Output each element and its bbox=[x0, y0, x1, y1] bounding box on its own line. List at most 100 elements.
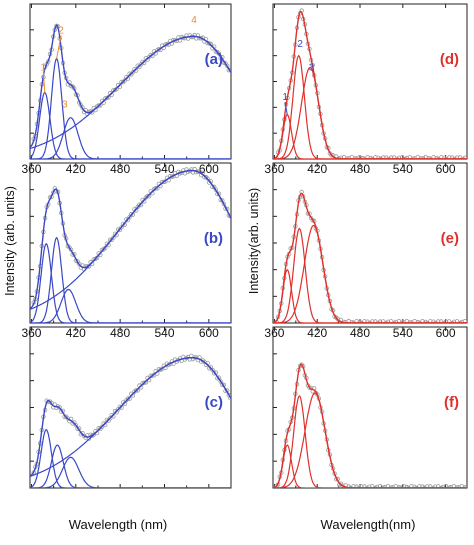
fit-sum-curve bbox=[30, 169, 231, 310]
data-point bbox=[421, 486, 427, 488]
data-point bbox=[440, 321, 446, 323]
data-point bbox=[221, 201, 227, 207]
x-tick-label: 480 bbox=[350, 326, 370, 340]
peak-arrow bbox=[42, 72, 46, 93]
x-tick-label: 480 bbox=[350, 162, 370, 176]
component-curve-4 bbox=[30, 357, 231, 477]
panel-label: (c) bbox=[205, 394, 223, 411]
panel-label: (a) bbox=[205, 51, 223, 68]
right-y-axis-label: Intensity(arb. units) bbox=[247, 188, 261, 294]
data-point bbox=[414, 486, 419, 488]
data-point bbox=[370, 319, 375, 323]
x-tick-label: 360 bbox=[264, 162, 284, 176]
plot-frame bbox=[272, 3, 468, 160]
data-point bbox=[362, 484, 367, 488]
data-point bbox=[338, 155, 344, 159]
component-curve-1 bbox=[273, 113, 467, 159]
panel-label: (b) bbox=[204, 230, 223, 247]
component-curve-4 bbox=[30, 35, 231, 150]
data-point bbox=[99, 424, 105, 430]
data-point bbox=[374, 321, 380, 323]
x-tick-label: 540 bbox=[154, 326, 174, 340]
data-point bbox=[307, 385, 312, 390]
data-point bbox=[447, 155, 452, 159]
data-point bbox=[411, 487, 415, 488]
data-point bbox=[366, 321, 372, 323]
curves bbox=[30, 166, 231, 323]
data-point bbox=[383, 158, 387, 159]
x-tick-label: 600 bbox=[199, 162, 219, 176]
data-point bbox=[329, 153, 334, 158]
data-point bbox=[145, 193, 150, 199]
component-curve-2 bbox=[30, 57, 231, 159]
component-curve-3 bbox=[30, 288, 231, 323]
x-tick-label: 360 bbox=[21, 326, 41, 340]
data-point bbox=[462, 319, 467, 323]
data-point bbox=[385, 157, 391, 159]
component-curve-2 bbox=[30, 444, 231, 488]
data-point bbox=[388, 322, 391, 323]
data-point bbox=[451, 157, 457, 159]
data-point bbox=[153, 186, 158, 191]
peak-label-3: 3 bbox=[62, 99, 68, 110]
data-point bbox=[381, 319, 386, 323]
panel-label: (d) bbox=[440, 51, 459, 68]
fit-sum-curve bbox=[30, 357, 231, 477]
panel-label: (e) bbox=[441, 230, 459, 247]
curves bbox=[273, 362, 467, 488]
data-point bbox=[415, 319, 420, 323]
peak-label-1: 1 bbox=[282, 92, 288, 103]
right-x-axis-label: Wavelength(nm) bbox=[321, 517, 416, 532]
component-curve-1 bbox=[30, 428, 231, 488]
panel-a: 360 420 480 540 600 (a) 1 2 3 4 bbox=[21, 3, 232, 176]
left-y-axis-label: Intensity (arb. units) bbox=[3, 186, 17, 296]
data-point bbox=[369, 487, 372, 488]
data-point bbox=[425, 484, 430, 488]
peak-arrow bbox=[56, 35, 62, 59]
data-point bbox=[443, 157, 449, 159]
data-point bbox=[458, 155, 463, 159]
x-tick-label: 480 bbox=[110, 162, 130, 176]
peak-label-2: 2 bbox=[297, 39, 303, 50]
data-point bbox=[351, 484, 356, 488]
fit-sum-curve bbox=[273, 10, 467, 159]
data-point bbox=[359, 484, 364, 488]
x-tick-label: 420 bbox=[66, 162, 86, 176]
data-point bbox=[436, 319, 441, 323]
data-point bbox=[102, 245, 108, 251]
data-point bbox=[457, 158, 460, 159]
x-tick-label: 600 bbox=[436, 162, 456, 176]
data-point bbox=[210, 367, 215, 373]
x-tick-label: 540 bbox=[393, 326, 413, 340]
panel-label: (f) bbox=[444, 394, 459, 411]
data-point bbox=[436, 484, 441, 488]
panel-e: 360 420 480 540 600 (e) bbox=[264, 162, 468, 340]
component-curve-2 bbox=[273, 54, 467, 159]
data-point bbox=[417, 484, 422, 488]
data-point bbox=[361, 487, 365, 488]
data-point bbox=[428, 484, 433, 488]
fit-sum-curve bbox=[273, 192, 467, 323]
x-tick-label: 420 bbox=[307, 326, 327, 340]
component-curve-2 bbox=[273, 395, 467, 488]
component-curve-1 bbox=[273, 444, 467, 488]
data-point bbox=[425, 320, 430, 323]
data-point bbox=[409, 484, 414, 488]
panel-f: (f) bbox=[272, 326, 468, 489]
plot-frame bbox=[29, 162, 232, 324]
fit-sum-curve bbox=[30, 24, 231, 148]
data-point bbox=[96, 103, 101, 108]
component-curve-1 bbox=[30, 91, 231, 159]
data-point bbox=[377, 157, 383, 159]
data-point bbox=[435, 487, 438, 488]
component-curve-2 bbox=[273, 227, 467, 323]
data-point bbox=[349, 319, 355, 323]
data-point bbox=[432, 321, 438, 323]
data-point bbox=[388, 155, 394, 159]
curves bbox=[30, 353, 231, 488]
x-tick-label: 600 bbox=[199, 326, 219, 340]
panel-d: 360 420 480 540 600 (d) 1 2 3 bbox=[264, 3, 468, 176]
data-point bbox=[419, 487, 423, 488]
data-point bbox=[353, 487, 357, 488]
